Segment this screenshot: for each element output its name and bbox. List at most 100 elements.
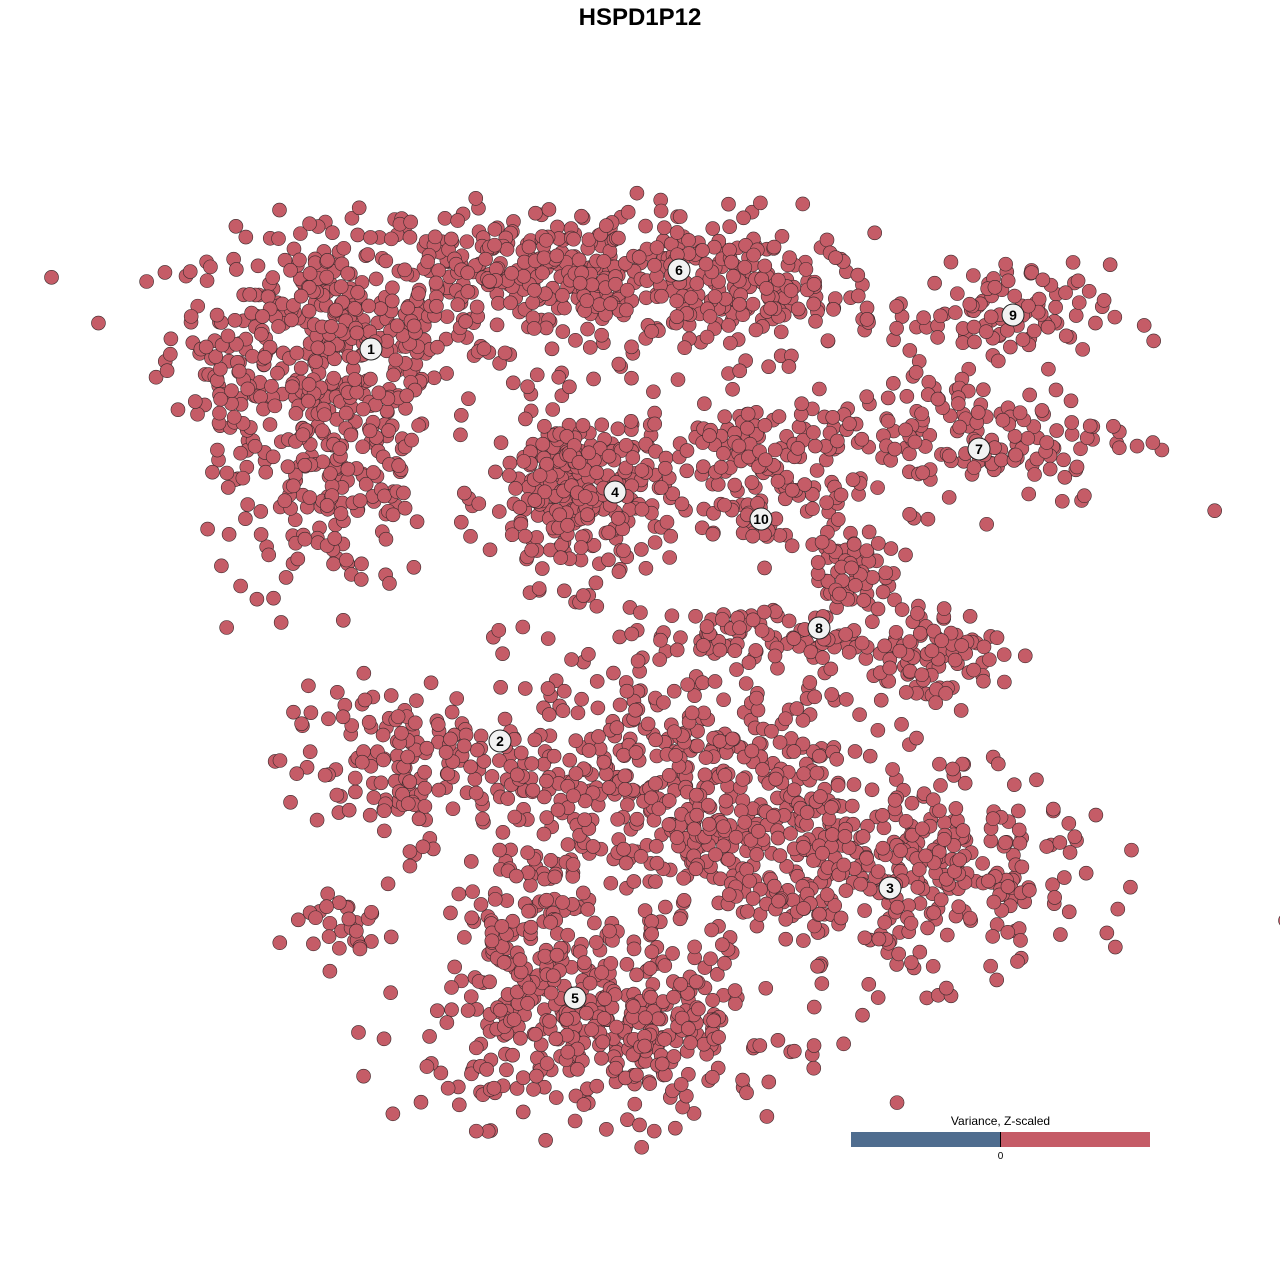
cell-point — [589, 598, 605, 614]
cell-point — [736, 210, 751, 226]
cell-point — [397, 262, 413, 278]
cell-point — [302, 266, 318, 281]
cell-point — [346, 350, 361, 366]
cell-point — [380, 876, 396, 892]
cell-point — [601, 525, 616, 540]
cell-point — [377, 488, 392, 504]
cell-point — [469, 299, 485, 315]
cell-point — [809, 765, 825, 781]
cell-point — [722, 219, 737, 234]
cell-point — [757, 418, 773, 433]
cell-point — [741, 655, 757, 671]
cell-point — [594, 1051, 609, 1066]
cell-point — [702, 428, 717, 443]
cell-point — [324, 319, 339, 334]
legend-low-segment — [851, 1132, 1001, 1147]
cell-point — [599, 218, 614, 233]
cell-point — [363, 230, 378, 245]
cell-point — [810, 555, 826, 570]
cell-point — [459, 234, 475, 249]
cell-point — [594, 965, 609, 980]
cell-point — [1022, 387, 1037, 403]
cell-point — [781, 613, 797, 629]
cell-point — [400, 300, 415, 316]
cell-point — [444, 704, 460, 720]
cell-point — [669, 830, 685, 845]
cell-point — [967, 334, 982, 350]
cell-point — [695, 243, 710, 258]
cell-point — [1040, 319, 1056, 335]
cell-point — [661, 793, 677, 808]
cell-point — [362, 423, 378, 439]
cell-point — [657, 220, 672, 235]
cell-point — [665, 946, 680, 961]
cell-point — [280, 459, 296, 474]
cell-point — [341, 802, 357, 818]
cell-point — [267, 398, 283, 414]
cell-point — [815, 650, 830, 665]
cell-point — [253, 326, 269, 342]
cell-point — [695, 459, 711, 474]
cell-point — [705, 221, 721, 236]
cell-point — [476, 341, 492, 357]
cell-point — [301, 393, 316, 409]
cell-point — [745, 891, 761, 906]
cell-point — [634, 542, 649, 557]
cell-point — [306, 936, 321, 952]
cell-point — [377, 823, 392, 839]
legend-high-segment — [1000, 1132, 1150, 1147]
cell-point — [813, 789, 828, 804]
cell-point — [426, 370, 442, 386]
cell-point — [712, 733, 728, 749]
cell-point — [1088, 315, 1103, 331]
cell-point — [331, 895, 347, 910]
cell-point — [841, 644, 857, 660]
cell-point — [991, 756, 1006, 772]
cell-point — [261, 547, 277, 563]
cell-point — [927, 275, 942, 291]
cell-point — [653, 203, 669, 219]
cell-point — [515, 619, 531, 635]
cell-point — [745, 612, 761, 628]
cell-point — [591, 729, 606, 744]
cell-point — [471, 496, 487, 511]
cell-point — [590, 700, 606, 716]
cell-point — [683, 1035, 698, 1051]
cell-point — [983, 958, 998, 974]
cell-point — [774, 228, 790, 244]
cell-point — [859, 389, 874, 405]
cell-point — [1096, 293, 1112, 308]
cell-point — [778, 931, 794, 947]
cell-point — [198, 339, 214, 355]
cell-point — [445, 801, 461, 817]
cell-point — [347, 301, 363, 316]
cell-point — [272, 935, 288, 951]
cell-point — [752, 1038, 768, 1053]
cell-point — [669, 642, 685, 658]
cell-point — [468, 1040, 484, 1056]
cell-point — [349, 384, 365, 400]
cell-point — [536, 250, 552, 266]
cell-point — [790, 301, 806, 317]
cell-point — [873, 692, 889, 708]
cell-point — [520, 845, 535, 860]
cell-point — [576, 955, 592, 970]
cell-point — [687, 939, 702, 955]
cell-point — [408, 715, 423, 731]
cell-point — [249, 591, 265, 607]
cell-point — [564, 652, 579, 667]
cell-point — [430, 1003, 445, 1018]
cell-point — [1053, 927, 1068, 942]
cell-point — [453, 407, 469, 423]
cell-point — [1111, 440, 1127, 456]
cell-point — [979, 516, 994, 532]
cell-point — [862, 748, 878, 764]
cell-point — [630, 653, 646, 669]
cell-point — [679, 463, 695, 479]
cell-point — [284, 379, 300, 395]
cell-point — [666, 989, 681, 1005]
cell-point — [226, 409, 242, 425]
cell-point — [672, 911, 688, 927]
cell-point — [362, 807, 378, 823]
cell-point — [528, 205, 543, 221]
